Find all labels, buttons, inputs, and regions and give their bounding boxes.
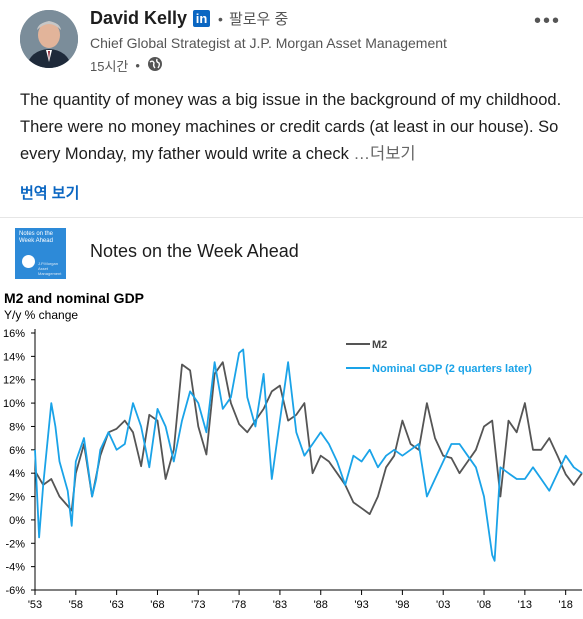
y-tick-label: -6%	[5, 585, 25, 597]
y-tick-label: 6%	[9, 445, 25, 457]
author-row: David Kelly in • 팔로우 중	[90, 8, 288, 29]
y-tick-label: 2%	[9, 492, 25, 504]
article-title[interactable]: Notes on the Week Ahead	[90, 241, 299, 261]
legend-label: M2	[372, 339, 387, 351]
post-text: The quantity of money was a big issue in…	[20, 87, 572, 168]
y-tick-label: 8%	[9, 421, 25, 433]
y-tick-label: 10%	[3, 398, 25, 410]
follow-status[interactable]: 팔로우 중	[228, 11, 289, 28]
m2-gdp-chart: 16% 14% 12% 10% 8% 6% 4% 2% 0% -2% -4% -6%'53 '58 '63…	[3, 328, 583, 611]
y-tick-label: 0%	[9, 515, 25, 527]
separator-dot: •	[135, 58, 140, 73]
y-tick-label: 12%	[3, 375, 25, 387]
globe-icon	[147, 56, 163, 75]
post-time: 15시간	[90, 59, 129, 74]
y-tick-label: 14%	[3, 351, 25, 363]
series-line-m2	[34, 361, 583, 516]
y-tick-label: 4%	[9, 468, 25, 480]
avatar[interactable]	[20, 10, 78, 68]
x-tick-label: '98	[395, 599, 409, 611]
post-meta: 15시간 •	[90, 56, 163, 75]
x-tick-label: '78	[232, 599, 246, 611]
thumbnail-title: Notes on the Week Ahead	[19, 231, 54, 244]
y-tick-label: -4%	[5, 562, 25, 574]
y-tick-label: 16%	[3, 328, 25, 340]
x-tick-label: '08	[477, 599, 491, 611]
x-tick-label: '88	[314, 599, 328, 611]
post-body: The quantity of money was a big issue in…	[20, 91, 562, 163]
x-tick-label: '93	[354, 599, 368, 611]
legend-label: Nominal GDP (2 quarters later)	[372, 363, 532, 375]
translate-link[interactable]: 번역 보기	[20, 185, 80, 202]
x-tick-label: '53	[28, 599, 42, 611]
x-tick-label: '83	[273, 599, 287, 611]
thumbnail-brand: J.P.Morgan Asset Management	[38, 261, 62, 276]
x-tick-label: '03	[436, 599, 450, 611]
document-icon	[22, 255, 35, 268]
see-more-link[interactable]: …더보기	[353, 145, 416, 163]
divider	[0, 217, 583, 218]
x-tick-label: '18	[558, 599, 572, 611]
chart-ylabel: Y/y % change	[4, 308, 79, 322]
post-header: David Kelly in • 팔로우 중 Chief Global Stra…	[0, 0, 583, 80]
chart-title: M2 and nominal GDP	[4, 290, 145, 306]
x-tick-label: '68	[150, 599, 164, 611]
article-thumbnail[interactable]: Notes on the Week Ahead J.P.Morgan Asset…	[15, 228, 66, 279]
separator-dot: •	[218, 10, 223, 27]
y-tick-label: -2%	[5, 538, 25, 550]
author-name[interactable]: David Kelly	[90, 8, 188, 28]
linkedin-icon: in	[193, 10, 211, 27]
x-tick-label: '13	[518, 599, 532, 611]
series-line-nominal-gdp	[34, 348, 583, 562]
more-horizontal-icon[interactable]: •••	[533, 10, 561, 32]
x-tick-label: '63	[109, 599, 123, 611]
x-tick-label: '73	[191, 599, 205, 611]
author-headline: Chief Global Strategist at J.P. Morgan A…	[90, 35, 447, 51]
x-tick-label: '58	[69, 599, 83, 611]
